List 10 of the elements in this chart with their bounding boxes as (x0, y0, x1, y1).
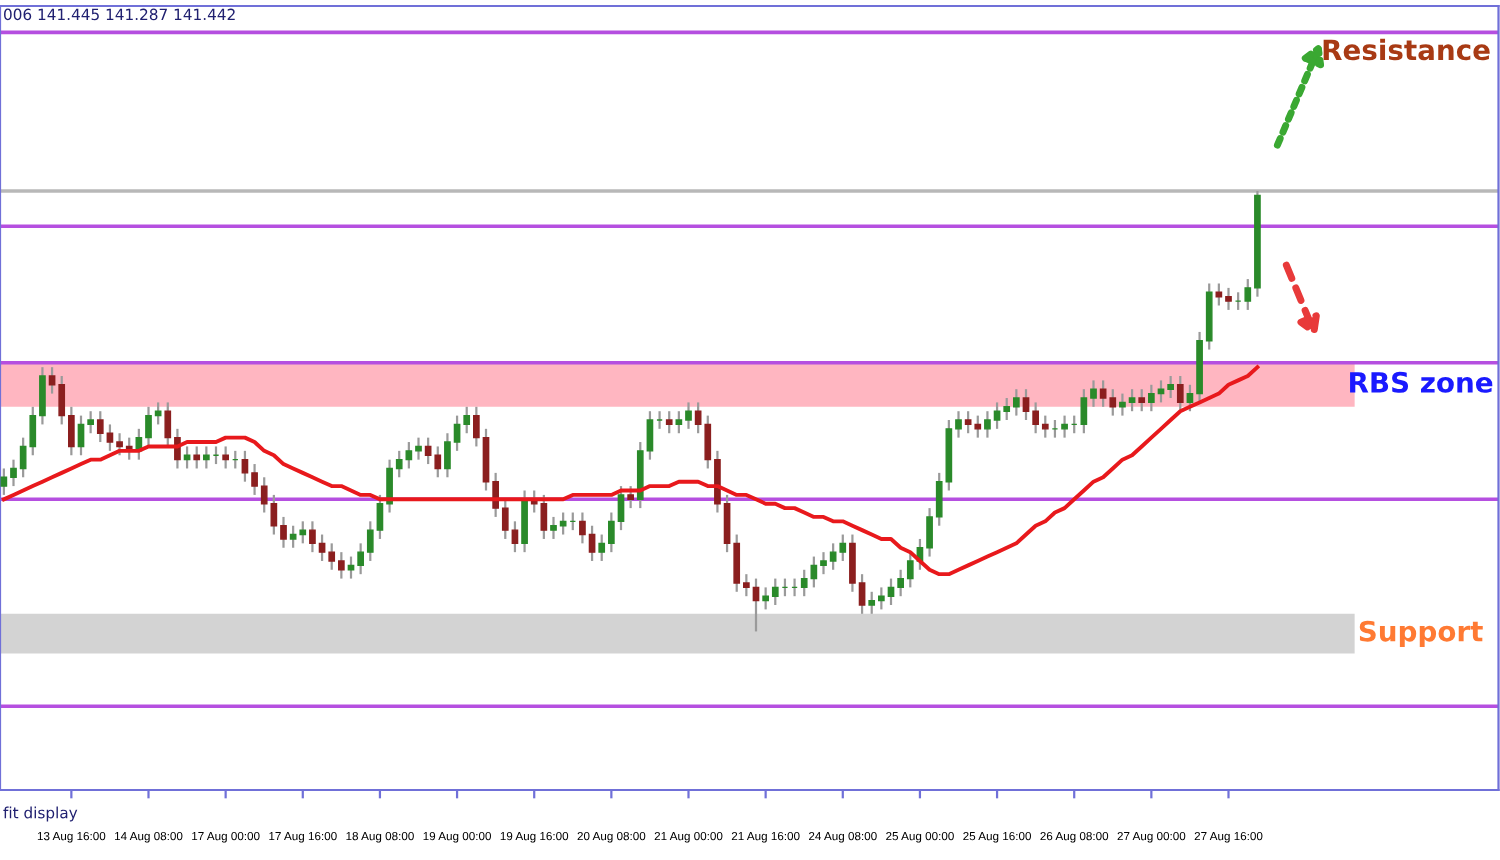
candlestick (193, 445, 201, 470)
candlestick (222, 445, 229, 470)
candlestick (521, 489, 528, 554)
candlestick (1138, 388, 1146, 413)
band-label: Support (1359, 620, 1483, 648)
band-label: RBS zone (1350, 371, 1493, 393)
candlestick (1176, 374, 1184, 413)
ref-line-label: Resistance (1323, 38, 1490, 61)
candlestick (665, 410, 673, 435)
candlestick (627, 484, 634, 510)
